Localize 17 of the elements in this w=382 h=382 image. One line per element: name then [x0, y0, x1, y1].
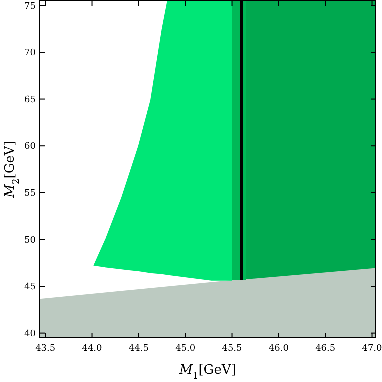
y-tick-label: 70 [24, 48, 36, 59]
y-tick-label: 55 [24, 189, 36, 200]
x-tick-label: 43.5 [36, 344, 56, 354]
x-tick-label: 44.5 [128, 344, 150, 354]
x-tick-label: 45.0 [176, 344, 196, 354]
y-tick-label: 60 [24, 142, 36, 152]
x-tick-label: 44.0 [82, 344, 103, 354]
y-tick-label: 45 [24, 282, 36, 293]
y-tick-label: 50 [24, 236, 36, 246]
x-tick-label: 47.0 [362, 344, 382, 354]
x-axis-title: M$_{1}$[GeV] [178, 363, 236, 382]
x-tick-label: 46.5 [316, 344, 336, 354]
x-tick-label: 46.0 [268, 344, 290, 354]
y-tick-label: 75 [24, 2, 36, 12]
y-tick-label: 65 [24, 95, 36, 106]
y-tick-label: 40 [24, 329, 36, 340]
x-tick-label: 45.5 [222, 344, 243, 354]
